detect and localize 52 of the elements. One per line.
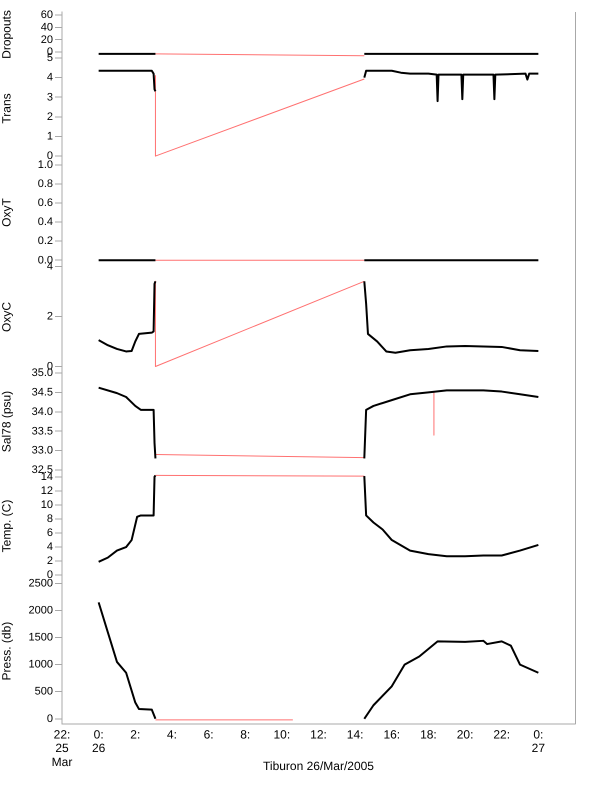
y-axis-title: OxyT bbox=[0, 198, 14, 227]
y-axis-title: Temp. (C) bbox=[0, 500, 14, 552]
y-tick-label: 0 bbox=[46, 712, 53, 725]
x-tick-label: 8: bbox=[240, 727, 250, 742]
x-tick-label: 0: 27 bbox=[532, 727, 546, 756]
x-tick-label: 12: bbox=[310, 727, 327, 742]
y-tick-label: 34.0 bbox=[32, 406, 53, 418]
y-tick-label: 0.4 bbox=[38, 216, 53, 228]
y-tick-label: 33.5 bbox=[32, 425, 53, 438]
y-tick-label: 10 bbox=[40, 498, 53, 511]
x-tick-label: 22: bbox=[493, 727, 510, 742]
y-tick-label: 20 bbox=[40, 34, 53, 46]
y-tick-label: 2 bbox=[46, 310, 53, 322]
y-tick-label: 1.0 bbox=[38, 158, 53, 171]
x-tick-label: 22: 25 Mar bbox=[52, 727, 72, 770]
y-tick-label: 4 bbox=[46, 72, 53, 84]
x-tick-label: 14: bbox=[346, 727, 364, 742]
y-tick-label: 0.8 bbox=[38, 178, 53, 190]
y-tick-label: 500 bbox=[34, 686, 53, 698]
y-tick-label: 33.0 bbox=[32, 444, 53, 457]
x-axis-title: Tiburon 26/Mar/2005 bbox=[263, 759, 374, 774]
y-tick-label: 0.2 bbox=[38, 235, 53, 248]
x-tick-label: 10: bbox=[274, 727, 290, 742]
x-tick-label: 2: bbox=[130, 727, 140, 742]
y-tick-label: 1 bbox=[46, 130, 53, 142]
y-tick-label: 3 bbox=[46, 91, 53, 104]
y-axis-title: Dropouts bbox=[0, 10, 14, 59]
y-tick-label: 1000 bbox=[28, 658, 53, 671]
y-tick-label: 6 bbox=[46, 527, 53, 540]
y-tick-label: 2 bbox=[46, 110, 53, 123]
x-tick-label: 18: bbox=[420, 727, 437, 742]
y-tick-label: 2 bbox=[46, 555, 53, 568]
y-axis-title: Sal78 (psu) bbox=[0, 390, 14, 452]
y-axis-title: Press. (db) bbox=[0, 622, 14, 680]
y-axis-title: OxyC bbox=[0, 302, 14, 332]
y-tick-label: 40 bbox=[40, 21, 53, 34]
y-tick-label: 0.6 bbox=[38, 196, 53, 209]
y-tick-label: 60 bbox=[40, 9, 53, 22]
y-tick-label: 2500 bbox=[28, 577, 53, 590]
y-tick-label: 34.5 bbox=[32, 386, 53, 398]
y-tick-label: 8 bbox=[46, 513, 53, 526]
y-tick-label: 35.0 bbox=[32, 366, 53, 379]
x-tick-label: 16: bbox=[383, 727, 400, 742]
y-tick-label: 12 bbox=[40, 484, 53, 497]
x-tick-label: 0: 26 bbox=[92, 727, 106, 756]
y-axis-title: Trans bbox=[0, 93, 14, 124]
x-tick-label: 6: bbox=[204, 727, 214, 742]
x-tick-label: 4: bbox=[166, 727, 177, 742]
y-tick-label: 2000 bbox=[28, 604, 53, 617]
y-tick-label: 4 bbox=[46, 541, 53, 554]
y-tick-label: 1500 bbox=[28, 632, 53, 644]
x-tick-label: 20: bbox=[456, 727, 474, 742]
